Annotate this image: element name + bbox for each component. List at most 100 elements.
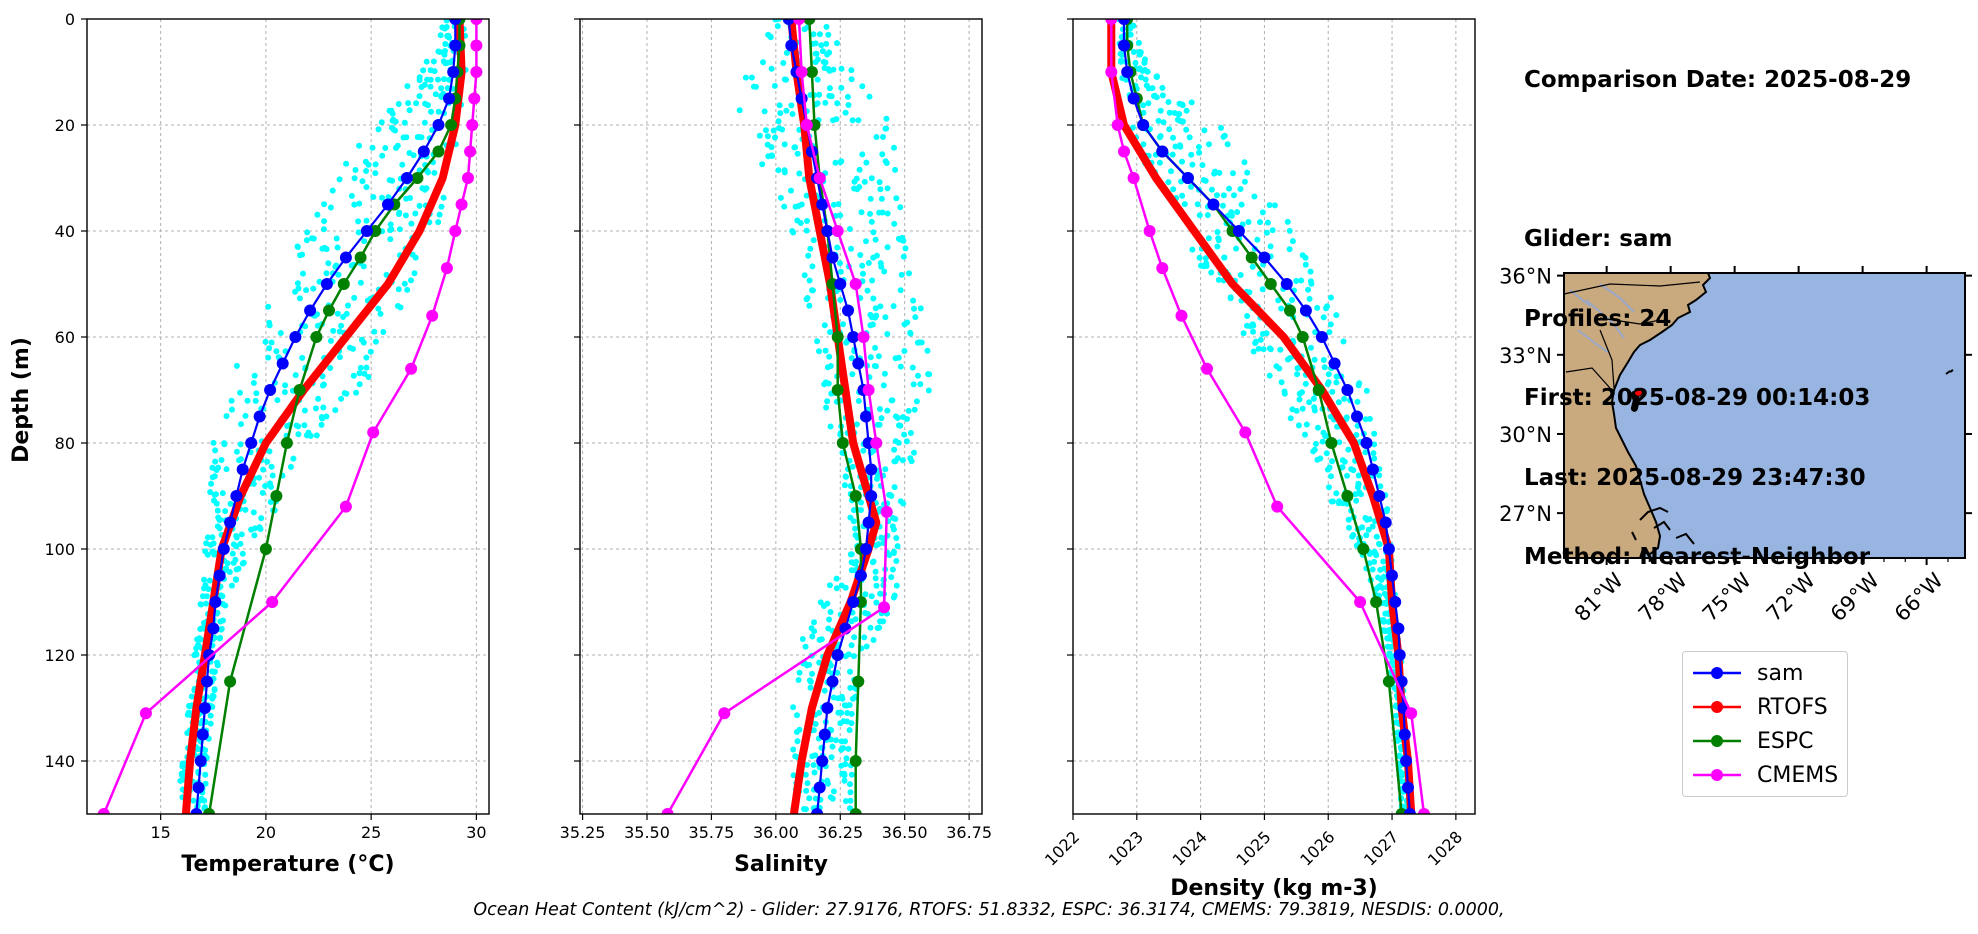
scatter-point	[806, 302, 813, 309]
scatter-point	[429, 127, 436, 133]
scatter-point	[748, 74, 755, 81]
scatter-point	[824, 780, 831, 787]
y-tick-label: 80	[55, 434, 75, 453]
legend: sam RTOFS ESPC CMEMS	[1682, 651, 1848, 797]
scatter-point	[424, 76, 431, 83]
scatter-point	[223, 413, 230, 420]
scatter-point	[1311, 404, 1318, 411]
scatter-point	[256, 474, 263, 481]
scatter-point	[856, 166, 863, 173]
scatter-point	[884, 210, 891, 217]
scatter-point	[310, 235, 317, 242]
scatter-point	[211, 491, 218, 498]
scatter-point	[870, 295, 877, 302]
scatter-point	[320, 404, 327, 411]
scatter-point	[358, 336, 365, 343]
scatter-point	[1386, 628, 1393, 635]
series-sam	[1118, 19, 1416, 814]
scatter-point	[808, 625, 815, 632]
scatter-point	[883, 115, 890, 122]
series-point-sam	[196, 728, 209, 741]
scatter-point	[301, 407, 308, 414]
scatter-point	[1389, 659, 1396, 666]
scatter-point	[345, 302, 351, 309]
scatter-point	[282, 382, 289, 389]
scatter-point	[796, 669, 803, 676]
scatter-point	[834, 40, 840, 47]
series-point-espc	[337, 278, 350, 290]
series-point-cmems	[1143, 225, 1156, 237]
scatter-point	[216, 635, 223, 642]
scatter-point	[1303, 421, 1310, 428]
series-sam	[190, 19, 462, 814]
scatter-point	[214, 507, 221, 514]
scatter-point	[842, 473, 849, 480]
scatter-point	[1289, 297, 1295, 303]
scatter-point	[395, 286, 402, 293]
scatter-point	[878, 195, 885, 202]
scatter-point	[874, 421, 881, 428]
series-point-sam	[194, 755, 207, 767]
scatter-point	[363, 354, 370, 361]
scatter-point	[822, 347, 829, 354]
scatter-point	[446, 34, 452, 41]
scatter-point	[1345, 516, 1352, 523]
scatter-point	[250, 480, 257, 487]
scatter-point	[855, 398, 862, 404]
scatter-point	[202, 747, 209, 754]
scatter-point	[870, 229, 877, 236]
scatter-point	[1215, 237, 1222, 244]
series-point-sam	[862, 516, 875, 529]
scatter-point	[200, 593, 206, 600]
scatter-point	[355, 218, 362, 225]
scatter-point	[201, 576, 208, 583]
scatter-point	[880, 382, 887, 389]
x-tick-label: 1024	[1169, 827, 1211, 869]
scatter-point	[835, 709, 842, 716]
scatter-point	[761, 108, 768, 115]
scatter-point	[1195, 144, 1202, 150]
scatter-point	[329, 187, 336, 194]
scatter-point	[436, 211, 443, 218]
scatter-point	[876, 179, 883, 186]
scatter-point	[1277, 346, 1284, 353]
series-point-sam	[811, 808, 824, 814]
scatter-point	[830, 201, 837, 208]
scatter-point	[202, 780, 209, 787]
series-point-espc	[224, 675, 237, 688]
scatter-point	[803, 192, 810, 199]
series-point-sam	[417, 145, 430, 158]
scatter-point	[853, 175, 860, 182]
scatter-point	[901, 348, 908, 354]
scatter-point	[838, 65, 845, 72]
x-axis-label: Temperature (°C)	[181, 852, 394, 877]
scatter-point	[1366, 550, 1373, 557]
series-point-sam	[865, 490, 878, 502]
scatter-point	[351, 175, 358, 182]
series-point-sam	[1341, 384, 1354, 396]
scatter-point	[197, 601, 204, 608]
scatter-point	[1321, 364, 1328, 371]
scatter-point	[795, 677, 802, 683]
scatter-point	[1355, 480, 1362, 487]
legend-glider-icon	[1693, 667, 1741, 679]
scatter-point	[400, 134, 407, 141]
scatter-point	[809, 287, 815, 294]
scatter-point	[294, 280, 301, 287]
scatter-point	[1323, 305, 1329, 312]
scatter-point	[882, 314, 889, 321]
scatter-point	[1396, 752, 1403, 759]
scatter-point	[1315, 424, 1321, 431]
scatter-point	[1267, 243, 1274, 250]
series-point-sam	[785, 39, 798, 52]
scatter-point	[1188, 183, 1194, 190]
series-point-sam	[1386, 569, 1398, 582]
scatter-point	[852, 532, 859, 539]
scatter-point	[1259, 286, 1266, 293]
scatter-point	[436, 49, 443, 55]
scatter-point	[878, 415, 885, 422]
scatter-point	[809, 263, 816, 270]
scatter-point	[810, 31, 817, 38]
series-point-espc	[259, 543, 272, 555]
scatter-point	[872, 575, 879, 582]
